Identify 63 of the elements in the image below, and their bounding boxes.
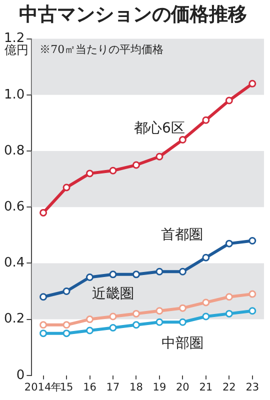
point xyxy=(40,321,48,329)
point xyxy=(202,298,210,306)
series-label: 中部圏 xyxy=(162,336,204,352)
point xyxy=(109,312,117,320)
point xyxy=(132,321,140,329)
point xyxy=(248,290,256,298)
point xyxy=(132,270,140,278)
point xyxy=(156,318,164,326)
point xyxy=(40,293,48,301)
point xyxy=(62,288,70,295)
y-tick-label: 0.4 xyxy=(4,256,25,271)
point xyxy=(225,96,233,104)
point xyxy=(225,240,233,248)
point xyxy=(109,270,117,278)
chart-title: 中古マンションの価格推移 xyxy=(19,3,247,26)
point xyxy=(248,80,256,88)
x-tick-label: 18 xyxy=(130,381,143,394)
point xyxy=(86,170,94,178)
point xyxy=(202,116,210,124)
y-tick-label: 0.6 xyxy=(4,199,25,214)
x-tick-label: 23 xyxy=(246,381,260,394)
series-label: 都心6区 xyxy=(134,120,185,136)
y-tick-label: 0 xyxy=(16,368,25,383)
point xyxy=(86,326,94,334)
point xyxy=(248,307,256,315)
x-tick-label: 17 xyxy=(106,381,120,394)
point xyxy=(86,316,94,324)
y-tick-label: 1.0 xyxy=(4,87,25,102)
point xyxy=(248,237,256,245)
x-tick-label: 15 xyxy=(60,381,74,394)
point xyxy=(40,208,48,216)
y-tick-label: 0.8 xyxy=(4,143,25,158)
x-tick-label: 22 xyxy=(222,381,236,394)
x-tick-label: 21 xyxy=(199,381,213,394)
series-label: 近畿圏 xyxy=(92,286,134,302)
point xyxy=(202,312,210,320)
point xyxy=(132,161,140,169)
point xyxy=(62,184,70,192)
point xyxy=(109,324,117,332)
x-tick-label: 16 xyxy=(83,381,97,394)
x-tick-label: 20 xyxy=(176,381,190,394)
point xyxy=(156,152,164,160)
point xyxy=(40,330,48,338)
point xyxy=(156,307,164,315)
point xyxy=(178,318,186,326)
point xyxy=(178,268,186,276)
y-axis-title: 億円 xyxy=(4,42,29,57)
x-tick-label: 19 xyxy=(152,381,166,394)
point xyxy=(109,166,117,174)
point xyxy=(62,330,70,338)
point xyxy=(225,310,233,318)
x-tick-label: 2014年 xyxy=(24,381,62,394)
y-tick-label: 0.2 xyxy=(4,312,25,327)
point xyxy=(132,310,140,318)
point xyxy=(178,136,186,144)
point xyxy=(62,321,70,329)
annotation: ※70㎡当たりの平均価格 xyxy=(40,43,164,56)
point xyxy=(156,268,164,276)
series-label: 首都圏 xyxy=(160,227,203,244)
point xyxy=(202,254,210,262)
point xyxy=(178,304,186,312)
point xyxy=(225,293,233,301)
point xyxy=(86,273,94,281)
